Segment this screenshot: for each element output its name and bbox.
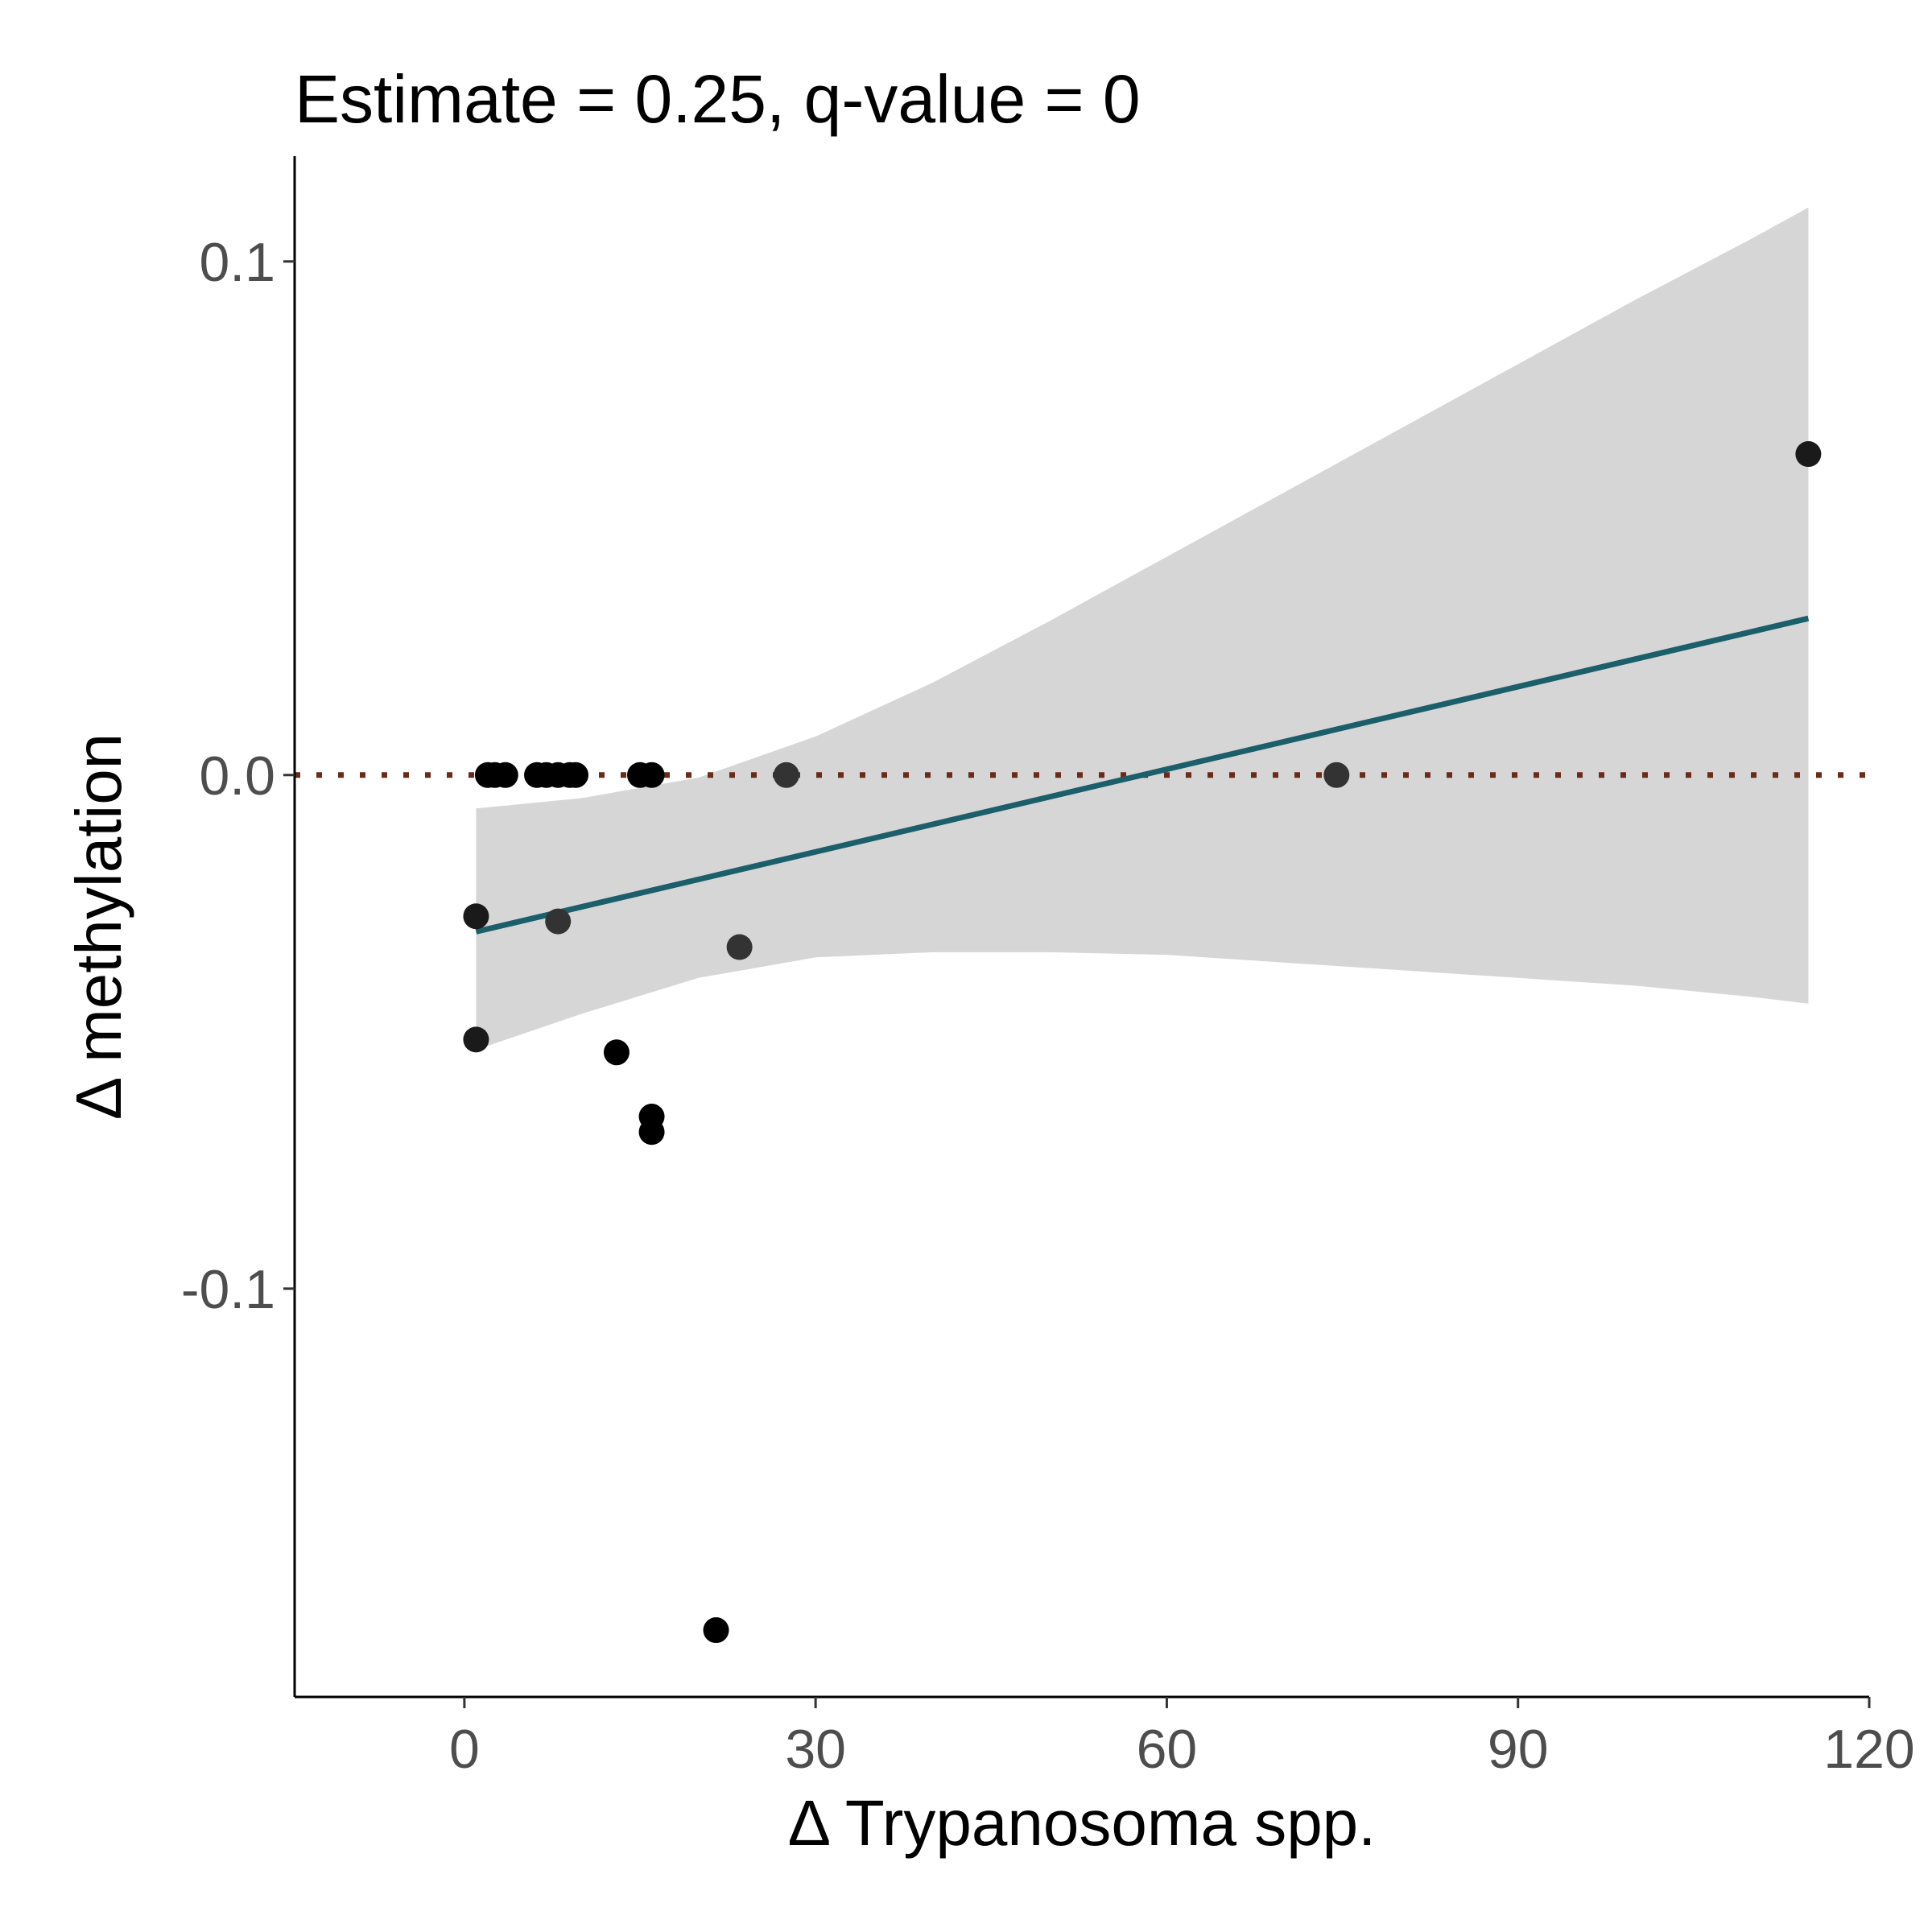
x-tick-label: 60 bbox=[1137, 1719, 1198, 1780]
regression-fit-line bbox=[475, 615, 1810, 935]
y-ticks: 0.1 0.0 -0.1 bbox=[181, 232, 295, 1320]
y-tick-label: -0.1 bbox=[181, 1259, 275, 1320]
data-point bbox=[638, 762, 665, 788]
confidence-band bbox=[476, 207, 1809, 1051]
y-tick-label: 0.1 bbox=[199, 232, 275, 293]
y-tick-label: 0.0 bbox=[199, 745, 275, 807]
chart-title: Estimate = 0.25, q-value = 0 bbox=[295, 61, 1141, 137]
data-point bbox=[703, 1617, 729, 1644]
data-point bbox=[773, 762, 799, 788]
data-point bbox=[638, 1119, 665, 1146]
data-point bbox=[563, 762, 589, 788]
data-point bbox=[492, 762, 518, 788]
x-tick-label: 90 bbox=[1488, 1719, 1549, 1780]
data-point bbox=[463, 903, 489, 930]
data-point bbox=[1323, 762, 1350, 788]
data-point bbox=[1795, 441, 1822, 468]
data-point bbox=[603, 1039, 630, 1066]
x-tick-label: 0 bbox=[449, 1719, 480, 1780]
fit-line-layer bbox=[475, 615, 1810, 935]
x-tick-label: 120 bbox=[1823, 1719, 1914, 1780]
x-axis-title: Δ Trypanosoma spp. bbox=[788, 1787, 1377, 1859]
x-tick-label: 30 bbox=[785, 1719, 846, 1780]
data-point bbox=[545, 908, 572, 935]
data-point bbox=[726, 934, 753, 960]
y-axis-title: Δ methylation bbox=[63, 733, 134, 1120]
x-ticks: 0 30 60 90 120 bbox=[449, 1697, 1915, 1780]
points-layer bbox=[463, 441, 1822, 1644]
data-point bbox=[463, 1026, 489, 1053]
confidence-band-layer bbox=[476, 207, 1809, 1051]
